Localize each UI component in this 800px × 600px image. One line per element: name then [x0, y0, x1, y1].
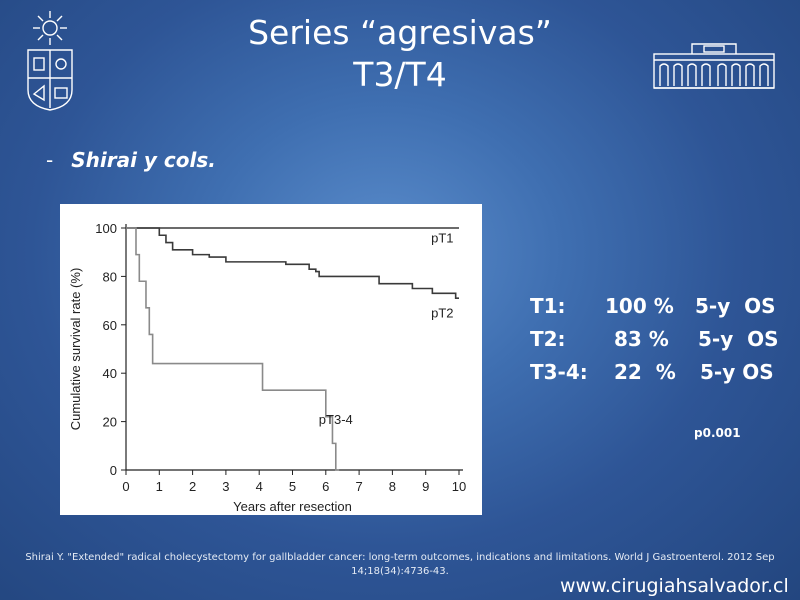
bullet-item: - Shirai y cols. — [46, 148, 216, 172]
curve-label-pt3-4: pT3-4 — [319, 412, 353, 427]
stat-row-t1: T1: 100 % 5-y OS — [530, 290, 790, 323]
survival-chart: 0 20 40 60 80 100 0 1 2 3 4 5 6 7 8 9 10 Years after rese… — [68, 221, 466, 514]
x-tick-label: 7 — [355, 479, 362, 494]
stat-group: T3-4: — [530, 360, 588, 384]
title-line-1: Series “agresivas” — [248, 13, 552, 52]
y-axis-label: Cumulative survival rate (%) — [68, 268, 83, 431]
x-tick-label: 1 — [156, 479, 163, 494]
y-tick-label: 80 — [103, 269, 117, 284]
stat-row-t3-4: T3-4: 22 % 5-y OS — [530, 356, 790, 389]
y-tick-label: 0 — [110, 463, 117, 478]
stat-metric: 5-y OS — [700, 360, 774, 384]
reference-footnote: Shirai Y. "Extended" radical cholecystec… — [25, 552, 775, 577]
x-tick-label: 4 — [256, 479, 263, 494]
x-tick-label: 5 — [289, 479, 296, 494]
y-tick-label: 60 — [103, 318, 117, 333]
x-tick-label: 8 — [389, 479, 396, 494]
title-line-2: T3/T4 — [353, 55, 447, 94]
p-value: p0.001 — [694, 426, 741, 440]
stat-metric: 5-y OS — [695, 294, 776, 318]
x-tick-label: 2 — [189, 479, 196, 494]
stat-row-t2: T2: 83 % 5-y OS — [530, 323, 790, 356]
stat-group: T2: — [530, 327, 566, 351]
series-line-pt3-4 — [126, 227, 340, 471]
y-tick-label: 40 — [103, 366, 117, 381]
series-line-pt2 — [126, 227, 459, 299]
stat-metric: 5-y OS — [698, 327, 779, 351]
curve-label-pt2: pT2 — [431, 306, 453, 321]
stat-value: 22 % — [614, 360, 676, 384]
x-tick-label: 6 — [322, 479, 329, 494]
bullet-text: Shirai y cols. — [71, 148, 216, 172]
hospital-building-logo — [653, 43, 775, 89]
x-tick-label: 10 — [452, 479, 466, 494]
x-tick-label: 0 — [122, 479, 129, 494]
stat-value: 83 % — [614, 327, 669, 351]
stat-value: 100 % — [605, 294, 674, 318]
bullet-dash: - — [46, 148, 54, 172]
y-tick-label: 100 — [95, 221, 117, 236]
survival-stats: T1: 100 % 5-y OS T2: 83 % 5-y OS T3-4: 2… — [530, 290, 790, 389]
university-crest-logo — [27, 11, 73, 111]
stat-group: T1: — [530, 294, 566, 318]
slide-title: Series “agresivas” T3/T4 — [0, 12, 800, 96]
x-tick-label: 9 — [422, 479, 429, 494]
y-tick-label: 20 — [103, 415, 117, 430]
survival-chart-panel: 0 20 40 60 80 100 0 1 2 3 4 5 6 7 8 9 10 Years after rese… — [60, 204, 482, 515]
website-url: www.cirugiahsalvador.cl — [560, 575, 789, 597]
x-axis-label: Years after resection — [233, 499, 352, 514]
x-tick-label: 3 — [222, 479, 229, 494]
curve-label-pt1: pT1 — [431, 231, 453, 246]
